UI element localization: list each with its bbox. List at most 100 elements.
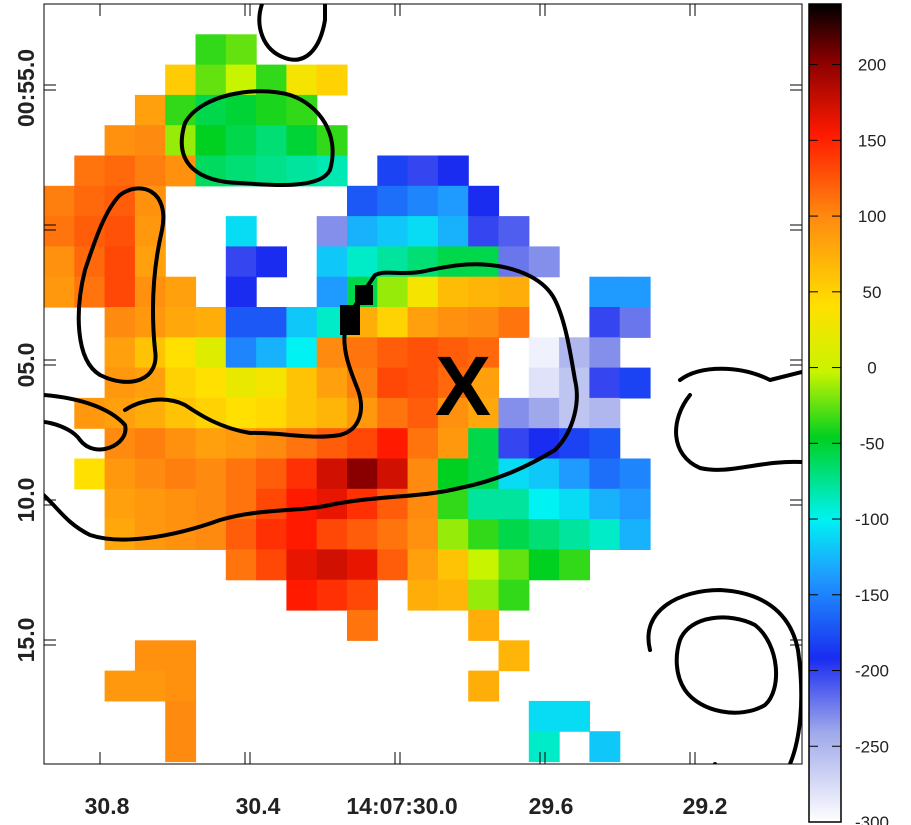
x-tick-label: 30.4 bbox=[236, 793, 281, 819]
heatmap-cell bbox=[589, 519, 621, 550]
heatmap-cell bbox=[407, 155, 439, 187]
heatmap-cell bbox=[468, 428, 500, 460]
heatmap-cell bbox=[316, 579, 348, 611]
heatmap-cell bbox=[347, 337, 378, 369]
heatmap-cell bbox=[286, 64, 318, 96]
heatmap-cell bbox=[377, 519, 409, 550]
heatmap-cell bbox=[44, 185, 75, 217]
heatmap-cell bbox=[468, 549, 500, 581]
contour-line bbox=[44, 262, 579, 542]
heatmap-cell bbox=[316, 367, 348, 399]
heatmap-cell bbox=[195, 488, 227, 520]
heatmap-cell bbox=[225, 307, 257, 338]
heatmap-cell bbox=[104, 458, 136, 490]
heatmap-cell bbox=[347, 185, 378, 217]
y-tick-labels: 00:55.0 05.0 10.0 15.0 bbox=[13, 49, 39, 662]
heatmap-cell bbox=[347, 458, 378, 490]
black-block-marker bbox=[340, 305, 360, 335]
heatmap-cell bbox=[498, 640, 530, 672]
colorbar-tick-label: -200 bbox=[855, 662, 889, 681]
heatmap-cell bbox=[528, 700, 560, 732]
heatmap-cell bbox=[316, 519, 348, 550]
heatmap-cell bbox=[347, 519, 378, 550]
heatmap-cell bbox=[316, 337, 348, 369]
heatmap-cell bbox=[498, 519, 530, 550]
heatmap-cell bbox=[377, 367, 409, 399]
colorbar-tick-label: -50 bbox=[860, 434, 885, 453]
heatmap-cell bbox=[589, 367, 621, 399]
heatmap-cell bbox=[256, 397, 287, 429]
heatmap-cell bbox=[468, 367, 500, 399]
velocity-heatmap bbox=[44, 34, 651, 763]
heatmap-cell bbox=[437, 246, 469, 278]
heatmap-cell bbox=[104, 519, 136, 550]
heatmap-cell bbox=[256, 549, 287, 581]
heatmap-cell bbox=[559, 700, 590, 732]
heatmap-cell bbox=[377, 549, 409, 581]
heatmap-cell bbox=[437, 488, 469, 520]
heatmap-cell bbox=[377, 307, 409, 338]
heatmap-cell bbox=[316, 458, 348, 490]
heatmap-cell bbox=[437, 185, 469, 217]
heatmap-cell bbox=[44, 246, 75, 278]
heatmap-cell bbox=[165, 428, 197, 460]
heatmap-cell bbox=[165, 64, 197, 96]
heatmap-cell bbox=[498, 488, 530, 520]
heatmap-cell bbox=[437, 579, 469, 611]
heatmap-cell bbox=[195, 307, 227, 338]
heatmap-cell bbox=[468, 397, 500, 429]
heatmap-cell bbox=[256, 519, 287, 550]
heatmap-cell bbox=[619, 519, 651, 550]
contour-line bbox=[674, 393, 802, 472]
heatmap-cell bbox=[74, 155, 106, 187]
heatmap-cell bbox=[498, 579, 530, 611]
heatmap-cell bbox=[256, 488, 287, 520]
contour-line bbox=[646, 588, 802, 764]
heatmap-cell bbox=[104, 337, 136, 369]
heatmap-cell bbox=[347, 549, 378, 581]
heatmap-cell bbox=[316, 216, 348, 247]
heatmap-cell bbox=[256, 94, 287, 126]
heatmap-cell bbox=[134, 276, 166, 308]
colorbar-tick-label: 100 bbox=[858, 207, 886, 226]
heatmap-cell bbox=[286, 337, 318, 369]
heatmap-cell bbox=[498, 397, 530, 429]
heatmap-cell bbox=[377, 155, 409, 187]
heatmap-cell bbox=[165, 276, 197, 308]
heatmap-cell bbox=[589, 307, 621, 338]
x-tick-label: 29.2 bbox=[683, 793, 728, 819]
heatmap-cell bbox=[256, 337, 287, 369]
heatmap-cell bbox=[286, 125, 318, 157]
heatmap-cell bbox=[225, 397, 257, 429]
heatmap-cell bbox=[468, 276, 500, 308]
heatmap-cell bbox=[559, 549, 590, 581]
heatmap-cell bbox=[589, 458, 621, 490]
heatmap-cell bbox=[468, 246, 500, 278]
heatmap-cell bbox=[437, 458, 469, 490]
heatmap-cell bbox=[195, 337, 227, 369]
heatmap-cell bbox=[316, 64, 348, 96]
heatmap-cell bbox=[256, 307, 287, 338]
heatmap-cell bbox=[377, 458, 409, 490]
x-tick-labels: 30.8 30.4 14:07:30.0 29.6 29.2 bbox=[85, 793, 728, 819]
heatmap-cell bbox=[286, 397, 318, 429]
heatmap-cell bbox=[528, 246, 560, 278]
heatmap-cell bbox=[104, 276, 136, 308]
heatmap-cell bbox=[407, 307, 439, 338]
contour-line bbox=[10, 168, 33, 262]
heatmap-cell bbox=[165, 307, 197, 338]
heatmap-cell bbox=[407, 397, 439, 429]
heatmap-cell bbox=[195, 34, 227, 66]
heatmap-cell bbox=[165, 700, 197, 732]
heatmap-cell bbox=[104, 670, 136, 702]
heatmap-cell bbox=[286, 307, 318, 338]
heatmap-cell bbox=[528, 337, 560, 369]
heatmap-cell bbox=[286, 367, 318, 399]
heatmap-cell bbox=[468, 216, 500, 247]
heatmap-cell bbox=[256, 458, 287, 490]
heatmap-cell bbox=[468, 337, 500, 369]
heatmap-cell bbox=[528, 367, 560, 399]
heatmap-cell bbox=[104, 246, 136, 278]
heatmap-cell bbox=[225, 94, 257, 126]
colorbar-tick-label: -100 bbox=[855, 510, 889, 529]
